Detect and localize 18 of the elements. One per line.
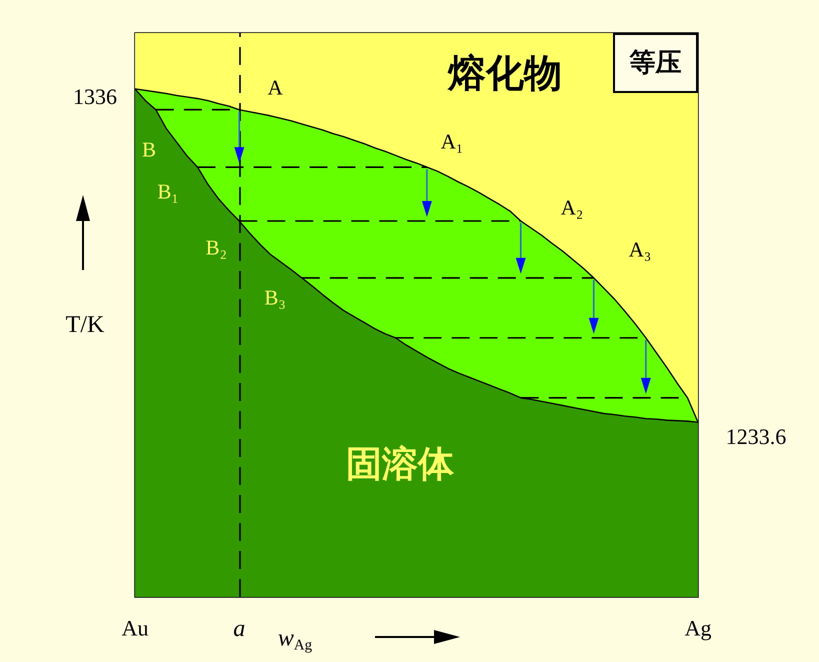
annotation: 熔化物 xyxy=(448,51,562,95)
x-tick-label: Au xyxy=(122,616,148,640)
x-tick-label: a xyxy=(233,616,246,642)
annotation: B₁ xyxy=(157,180,179,204)
annotation: 1336 xyxy=(73,84,117,109)
annotation: B xyxy=(142,138,156,162)
annotation: A₂ xyxy=(560,196,584,220)
annotation: 固溶体 xyxy=(346,444,454,485)
annotation: A₁ xyxy=(440,130,464,154)
text: 等压 xyxy=(613,33,698,93)
annotation: B₃ xyxy=(264,286,286,310)
x-axis-title: w$_{Ag}$ xyxy=(278,626,312,654)
annotation: 1233.6 xyxy=(726,424,786,450)
y-axis-title: T/K xyxy=(66,312,104,338)
annotation: B₂ xyxy=(206,236,227,260)
annotation: A xyxy=(268,75,283,100)
annotation: A₃ xyxy=(628,238,652,262)
x-tick-label: Ag xyxy=(684,616,712,640)
